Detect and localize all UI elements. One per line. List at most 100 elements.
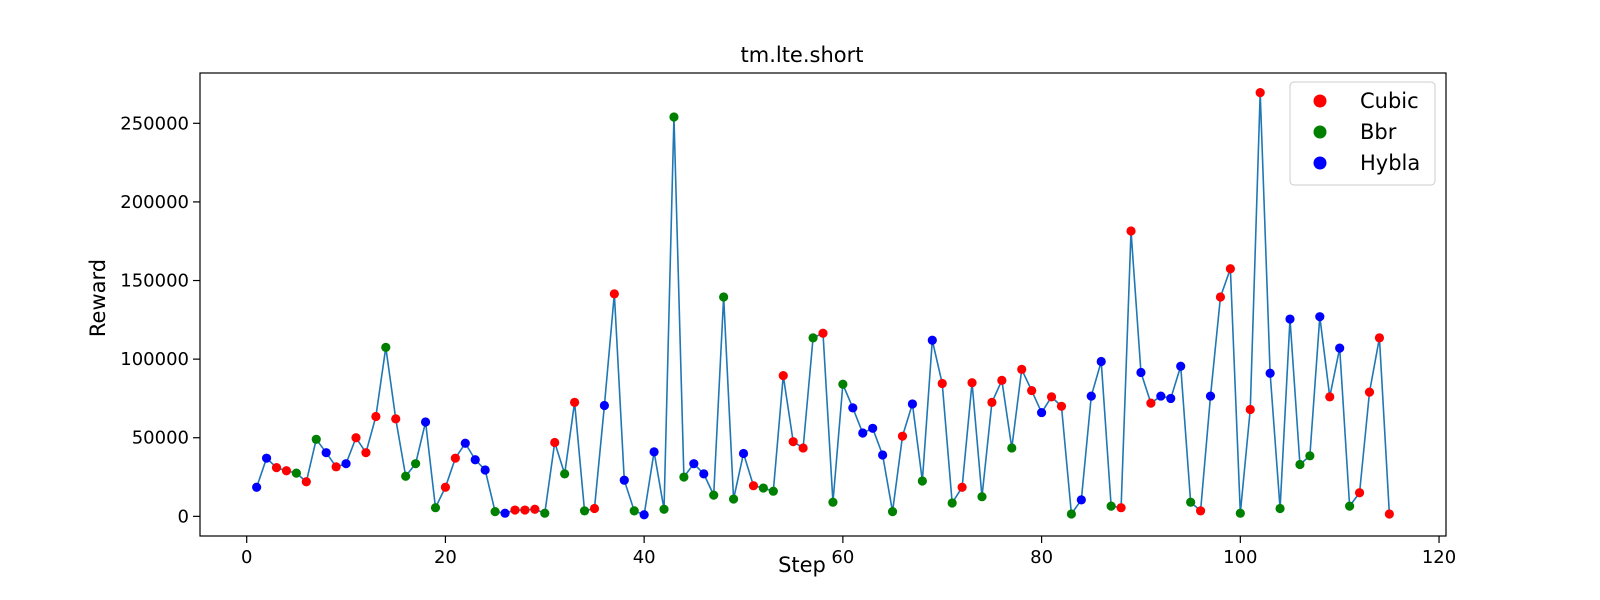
- data-point-bbr: [1186, 497, 1196, 507]
- data-point-bbr: [838, 379, 848, 389]
- data-point-hybla: [1096, 356, 1106, 367]
- data-point-cubic: [1374, 333, 1385, 343]
- data-point-hybla: [868, 423, 878, 433]
- legend-label-cubic: Cubic: [1360, 89, 1419, 113]
- data-point-hybla: [1315, 312, 1325, 322]
- data-point-cubic: [520, 505, 530, 515]
- data-point-bbr: [1007, 443, 1017, 453]
- legend-marker-bbr: [1313, 125, 1327, 139]
- data-point-cubic: [798, 443, 808, 453]
- data-point-cubic: [1116, 503, 1126, 513]
- data-point-cubic: [937, 378, 947, 389]
- legend-label-hybla: Hybla: [1360, 151, 1420, 175]
- data-point-cubic: [1146, 398, 1156, 408]
- data-point-bbr: [709, 490, 719, 500]
- data-point-cubic: [1255, 88, 1265, 98]
- data-point-bbr: [719, 292, 729, 302]
- data-point-cubic: [1027, 385, 1037, 396]
- data-point-hybla: [907, 399, 918, 409]
- data-point-hybla: [1176, 361, 1186, 371]
- y-tick-label: 50000: [132, 428, 189, 449]
- data-point-bbr: [291, 468, 301, 478]
- data-point-bbr: [808, 333, 818, 343]
- data-point-cubic: [271, 463, 282, 473]
- x-tick-label: 60: [831, 547, 854, 568]
- data-point-bbr: [1295, 459, 1305, 470]
- data-point-bbr: [828, 497, 838, 507]
- y-tick-label: 150000: [120, 271, 189, 292]
- data-point-bbr: [977, 492, 987, 502]
- data-point-bbr: [560, 469, 570, 479]
- data-point-hybla: [1205, 391, 1216, 401]
- data-point-cubic: [351, 433, 361, 443]
- legend-box: [1289, 81, 1436, 186]
- data-point-bbr: [311, 434, 321, 444]
- x-tick-label: 0: [241, 547, 252, 568]
- data-point-bbr: [411, 459, 421, 469]
- data-point-hybla: [927, 335, 937, 345]
- x-tick-label: 40: [633, 547, 656, 568]
- data-point-hybla: [1076, 495, 1086, 505]
- data-point-cubic: [1056, 401, 1067, 411]
- data-point-hybla: [261, 453, 272, 463]
- data-point-bbr: [1305, 451, 1315, 461]
- data-point-bbr: [1275, 503, 1285, 514]
- data-point-hybla: [878, 450, 888, 460]
- data-point-hybla: [460, 438, 470, 448]
- data-point-bbr: [490, 507, 500, 517]
- data-point-hybla: [1166, 393, 1176, 404]
- data-point-hybla: [738, 448, 749, 459]
- data-point-hybla: [1136, 367, 1146, 378]
- data-point-cubic: [1225, 264, 1235, 274]
- data-point-cubic: [1384, 509, 1394, 519]
- data-point-cubic: [997, 375, 1007, 385]
- data-point-cubic: [450, 453, 460, 463]
- y-tick-label: 250000: [120, 113, 189, 134]
- x-tick-label: 80: [1030, 547, 1053, 568]
- data-point-cubic: [788, 437, 798, 447]
- data-point-bbr: [758, 483, 768, 493]
- data-point-bbr: [629, 506, 639, 516]
- data-point-bbr: [381, 342, 391, 352]
- data-point-hybla: [599, 400, 610, 411]
- data-point-bbr: [728, 494, 739, 504]
- data-point-cubic: [748, 481, 759, 491]
- data-point-cubic: [510, 505, 520, 515]
- plot-area: 0 20 40 60 80 100 120 0 50000 100000 150000 200000 2…: [120, 72, 1456, 568]
- data-point-bbr: [669, 112, 679, 122]
- data-point-cubic: [1245, 404, 1255, 415]
- data-point-cubic: [1126, 226, 1136, 236]
- legend-marker-cubic: [1313, 94, 1327, 108]
- data-point-hybla: [341, 459, 351, 469]
- data-point-cubic: [361, 448, 371, 458]
- x-tick-label: 100: [1223, 547, 1257, 568]
- data-point-bbr: [917, 476, 927, 486]
- data-point-bbr: [659, 504, 669, 514]
- data-point-cubic: [530, 504, 540, 514]
- data-point-cubic: [391, 414, 401, 424]
- data-point-cubic: [1017, 364, 1027, 374]
- data-point-hybla: [1156, 391, 1166, 401]
- data-point-hybla: [470, 455, 480, 465]
- x-axis-title: Step: [778, 553, 826, 577]
- data-point-bbr: [401, 471, 411, 481]
- data-point-hybla: [252, 482, 262, 492]
- data-point-bbr: [430, 503, 441, 513]
- data-point-cubic: [281, 466, 292, 476]
- data-point-hybla: [1086, 391, 1096, 401]
- data-point-bbr: [768, 486, 778, 496]
- data-point-bbr: [679, 472, 689, 482]
- legend-marker-hybla: [1313, 156, 1327, 170]
- y-axis-title: Reward: [86, 259, 110, 337]
- x-tick-label: 20: [434, 547, 457, 568]
- data-point-bbr: [1345, 501, 1355, 511]
- legend: Cubic Bbr Hybla: [1289, 81, 1436, 186]
- data-point-bbr: [1106, 501, 1116, 511]
- data-point-hybla: [848, 403, 858, 413]
- data-point-hybla: [639, 510, 649, 520]
- data-point-hybla: [480, 465, 490, 475]
- data-point-cubic: [331, 462, 341, 472]
- data-point-hybla: [420, 417, 431, 427]
- data-point-cubic: [371, 411, 381, 422]
